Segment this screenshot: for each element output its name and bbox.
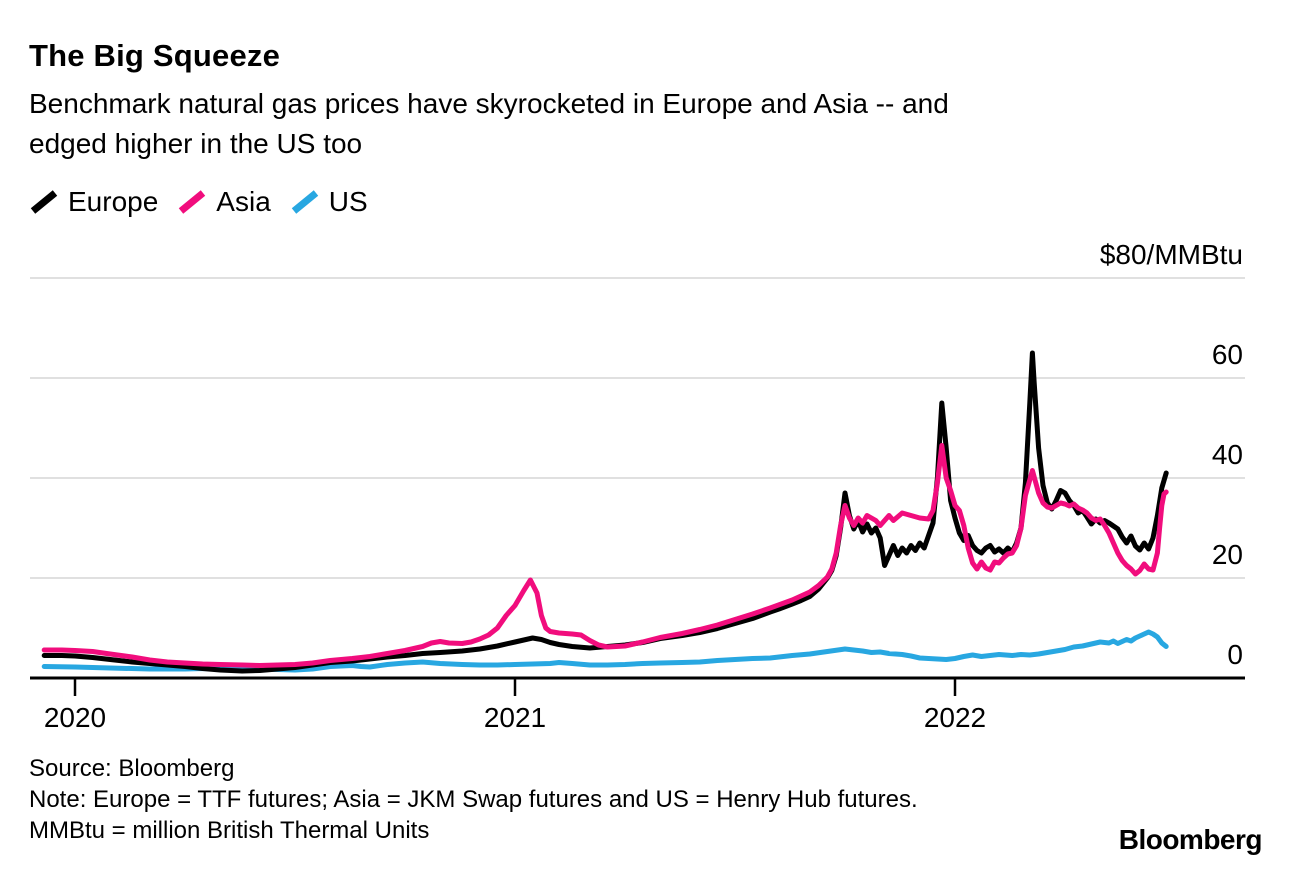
y-tick-label-0: 0	[1227, 639, 1243, 670]
y-tick-label-60: 60	[1212, 339, 1243, 370]
legend-item-us: US	[290, 186, 368, 218]
asia-line-swatch-icon	[179, 190, 206, 214]
series-line-asia	[41, 443, 1169, 668]
futures-note: Note: Europe = TTF futures; Asia = JKM S…	[29, 786, 918, 813]
legend-item-asia: Asia	[177, 186, 271, 218]
us-line-swatch-icon	[291, 190, 318, 214]
legend-label-europe: Europe	[68, 186, 159, 217]
x-tick-label-2022: 2022	[924, 702, 986, 733]
y-axis-unit-label: $80/MMBtu	[1100, 239, 1243, 270]
legend-label-us: US	[328, 186, 368, 217]
series-line-us	[41, 629, 1169, 673]
units-note: MMBtu = million British Thermal Units	[29, 817, 430, 844]
x-tick-label-2021: 2021	[484, 702, 546, 733]
legend-item-europe: Europe	[29, 186, 158, 218]
x-tick-label-2020: 2020	[44, 702, 106, 733]
subtitle-line-1: Benchmark natural gas prices have skyroc…	[29, 88, 949, 119]
europe-line-swatch-icon	[30, 190, 58, 214]
chart-subtitle: Benchmark natural gas prices have skyroc…	[29, 84, 949, 164]
page-title: The Big Squeeze	[29, 38, 281, 73]
source-note: Source: Bloomberg	[29, 755, 235, 782]
y-tick-label-20: 20	[1212, 539, 1243, 570]
footnotes: Source: Bloomberg Note: Europe = TTF fut…	[29, 753, 918, 846]
y-tick-label-40: 40	[1212, 439, 1243, 470]
subtitle-line-2: edged higher in the US too	[29, 128, 363, 159]
series-line-europe	[41, 350, 1169, 674]
legend-label-asia: Asia	[216, 186, 271, 217]
bloomberg-logo: Bloomberg	[1118, 824, 1263, 855]
legend: Europe Asia US	[29, 186, 368, 218]
